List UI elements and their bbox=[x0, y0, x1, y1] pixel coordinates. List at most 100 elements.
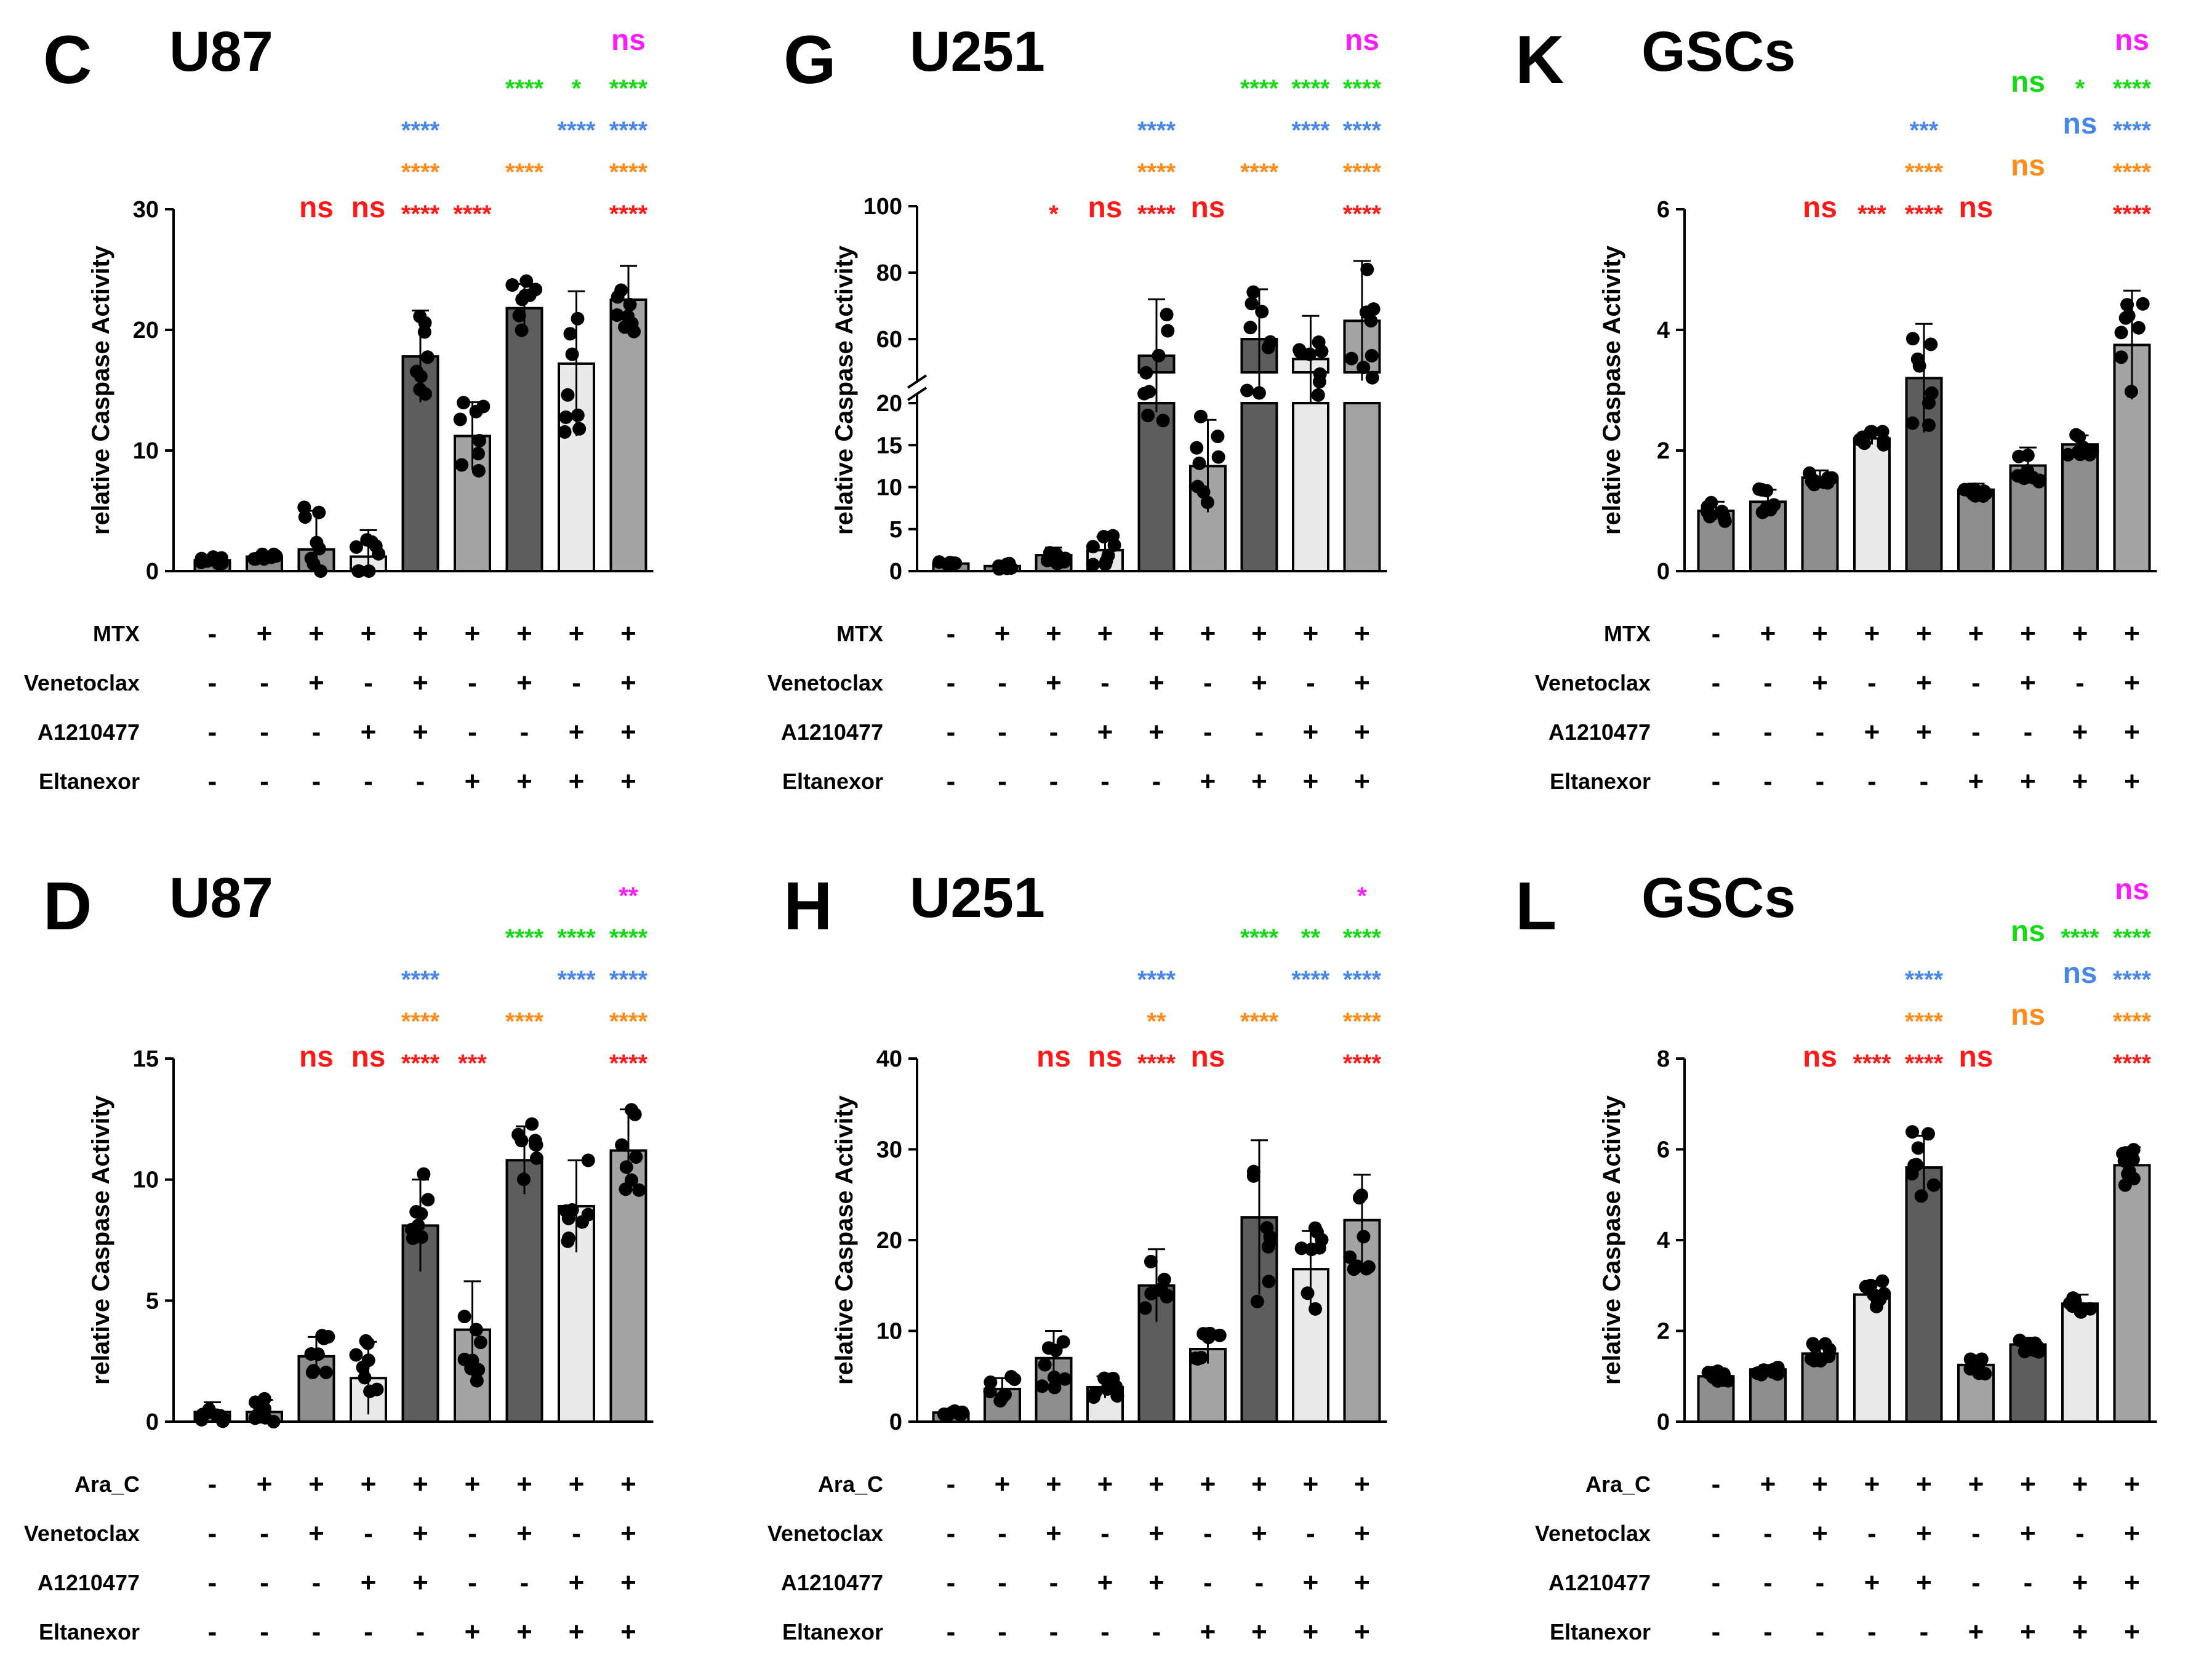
significance-label: **** bbox=[1343, 1008, 1382, 1035]
condition-sign: + bbox=[412, 619, 428, 649]
significance-label: **** bbox=[1343, 117, 1382, 144]
data-point bbox=[1958, 483, 1972, 497]
y-tick-label: 5 bbox=[889, 517, 902, 543]
condition-sign: - bbox=[947, 619, 956, 649]
data-point bbox=[1201, 1327, 1216, 1341]
condition-sign: - bbox=[208, 1617, 217, 1647]
bar bbox=[1292, 402, 1329, 572]
condition-label: MTX bbox=[836, 621, 883, 646]
y-tick-label: 30 bbox=[876, 1137, 902, 1163]
condition-label: Venetoclax bbox=[767, 670, 883, 695]
condition-sign: - bbox=[208, 1469, 217, 1499]
condition-sign: + bbox=[257, 619, 273, 649]
condition-sign: + bbox=[1916, 717, 1932, 747]
data-point bbox=[369, 539, 383, 553]
significance-label: **** bbox=[505, 924, 544, 951]
condition-sign: - bbox=[1049, 717, 1059, 747]
condition-sign: - bbox=[312, 1617, 321, 1647]
condition-sign: - bbox=[1712, 766, 1721, 796]
significance-label: **** bbox=[1291, 966, 1330, 993]
y-tick-label: 4 bbox=[1657, 1228, 1670, 1254]
y-tick-label: 100 bbox=[864, 194, 902, 220]
condition-sign: - bbox=[1203, 1568, 1212, 1598]
data-point bbox=[414, 369, 428, 383]
condition-sign: + bbox=[1303, 766, 1319, 796]
condition-sign: + bbox=[1760, 1469, 1776, 1499]
condition-sign: + bbox=[1251, 668, 1267, 698]
condition-sign: - bbox=[208, 766, 217, 796]
condition-sign: - bbox=[998, 766, 1007, 796]
data-point bbox=[993, 1393, 1008, 1408]
condition-sign: - bbox=[208, 619, 217, 649]
panel-title: U87 bbox=[169, 20, 273, 83]
data-point bbox=[266, 1415, 281, 1428]
data-point bbox=[1763, 503, 1777, 517]
condition-sign: - bbox=[998, 668, 1007, 698]
condition-sign: + bbox=[1864, 619, 1880, 649]
condition-sign: - bbox=[2075, 668, 2085, 698]
data-point bbox=[1311, 388, 1325, 402]
data-point bbox=[572, 422, 587, 436]
data-point bbox=[1805, 1352, 1818, 1366]
condition-sign: - bbox=[260, 717, 269, 747]
y-tick-label: 8 bbox=[1657, 1046, 1670, 1072]
condition-sign: - bbox=[260, 668, 269, 698]
significance-label: **** bbox=[1905, 1008, 1944, 1035]
condition-sign: + bbox=[2072, 1617, 2088, 1647]
significance-label: **** bbox=[1240, 1008, 1279, 1035]
condition-sign: + bbox=[308, 619, 324, 649]
bar bbox=[2061, 443, 2099, 573]
condition-sign: + bbox=[1864, 1469, 1880, 1499]
panel-c: C U87 0 10 20 30 relative Caspase Activity MTX -… bbox=[24, 20, 654, 796]
condition-sign: - bbox=[1816, 717, 1825, 747]
data-point bbox=[515, 323, 529, 337]
significance-label: **** bbox=[609, 159, 648, 186]
data-point bbox=[1356, 361, 1371, 375]
data-point bbox=[359, 1334, 373, 1348]
data-point bbox=[1193, 409, 1208, 423]
data-point bbox=[2114, 326, 2128, 340]
condition-sign: - bbox=[260, 1617, 269, 1647]
data-point bbox=[529, 1151, 543, 1165]
data-point bbox=[471, 463, 486, 478]
y-tick-label: 10 bbox=[133, 1167, 159, 1193]
bar bbox=[1801, 476, 1839, 572]
data-point bbox=[1718, 514, 1732, 528]
condition-sign: - bbox=[416, 1617, 425, 1647]
panel-letter: H bbox=[783, 868, 832, 944]
data-point bbox=[561, 388, 575, 402]
condition-sign: + bbox=[2020, 1518, 2036, 1548]
condition-sign: - bbox=[1971, 717, 1981, 747]
condition-label: A1210477 bbox=[781, 1570, 883, 1595]
bar bbox=[1137, 402, 1176, 572]
significance-label: ns bbox=[1803, 191, 1837, 224]
condition-sign: + bbox=[465, 619, 481, 649]
data-point bbox=[1910, 352, 1925, 366]
condition-sign: + bbox=[2124, 668, 2140, 698]
condition-sign: + bbox=[1354, 1518, 1370, 1548]
data-point bbox=[571, 311, 585, 326]
data-point bbox=[2021, 463, 2035, 478]
condition-sign: + bbox=[1251, 1518, 1267, 1548]
data-point bbox=[453, 412, 467, 427]
significance-label: **** bbox=[2113, 924, 2152, 951]
condition-sign: - bbox=[2024, 717, 2033, 747]
condition-sign: + bbox=[2124, 1518, 2140, 1548]
data-point bbox=[1156, 414, 1170, 428]
significance-label: **** bbox=[1853, 1050, 1891, 1077]
condition-sign: - bbox=[1763, 717, 1773, 747]
significance-label: **** bbox=[609, 117, 648, 144]
data-point bbox=[1911, 1141, 1925, 1155]
data-point bbox=[2136, 297, 2150, 311]
significance-label: **** bbox=[2113, 201, 2152, 228]
condition-sign: - bbox=[468, 1568, 477, 1598]
condition-sign: - bbox=[1306, 668, 1315, 698]
data-point bbox=[1088, 1385, 1102, 1400]
significance-label: ns bbox=[2011, 150, 2045, 182]
significance-label: **** bbox=[1240, 924, 1279, 951]
data-point bbox=[1246, 1164, 1260, 1179]
condition-sign: + bbox=[1812, 1469, 1828, 1499]
bar bbox=[1853, 1293, 1891, 1423]
data-point bbox=[194, 551, 209, 566]
condition-sign: - bbox=[1971, 1518, 1981, 1548]
